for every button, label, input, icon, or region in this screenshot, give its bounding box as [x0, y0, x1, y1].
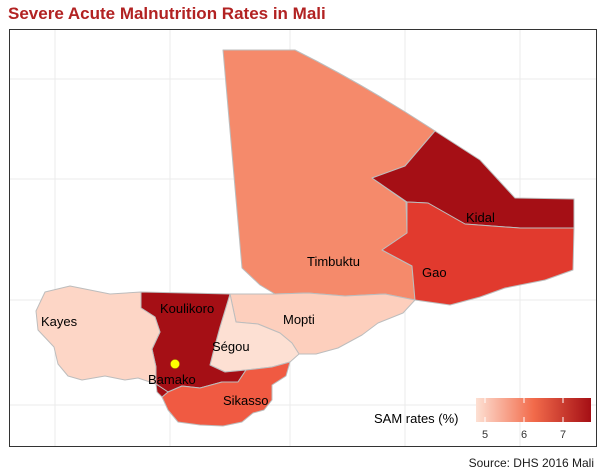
legend-tick-6: 6 [521, 429, 527, 441]
region-sikasso[interactable] [161, 361, 291, 427]
label-gao: Gao [422, 265, 447, 280]
mali-map: Kidal Gao Timbuktu Koulikoro Kayes Mopti… [10, 30, 596, 446]
label-kidal: Kidal [466, 210, 495, 225]
legend-title: SAM rates (%) [374, 411, 459, 426]
legend-tick-5: 5 [482, 429, 488, 441]
label-timbuktu: Timbuktu [307, 254, 360, 269]
label-bamako: Bamako [148, 372, 196, 387]
label-kayes: Kayes [41, 314, 78, 329]
label-sikasso: Sikasso [223, 393, 269, 408]
legend-tick-7: 7 [560, 429, 566, 441]
region-kayes[interactable] [35, 285, 161, 385]
map-panel: Kidal Gao Timbuktu Koulikoro Kayes Mopti… [9, 29, 597, 447]
legend: SAM rates (%) 5 6 7 [374, 398, 591, 441]
source-caption: Source: DHS 2016 Mali [468, 456, 594, 470]
region-gao[interactable] [381, 201, 575, 306]
map-title: Severe Acute Malnutrition Rates in Mali [8, 4, 326, 23]
bamako-marker [170, 359, 180, 369]
label-koulikoro: Koulikoro [160, 301, 214, 316]
legend-colorbar [476, 398, 591, 422]
label-mopti: Mopti [283, 312, 315, 327]
label-segou: Ségou [212, 339, 250, 354]
region-bamako[interactable] [155, 383, 169, 398]
